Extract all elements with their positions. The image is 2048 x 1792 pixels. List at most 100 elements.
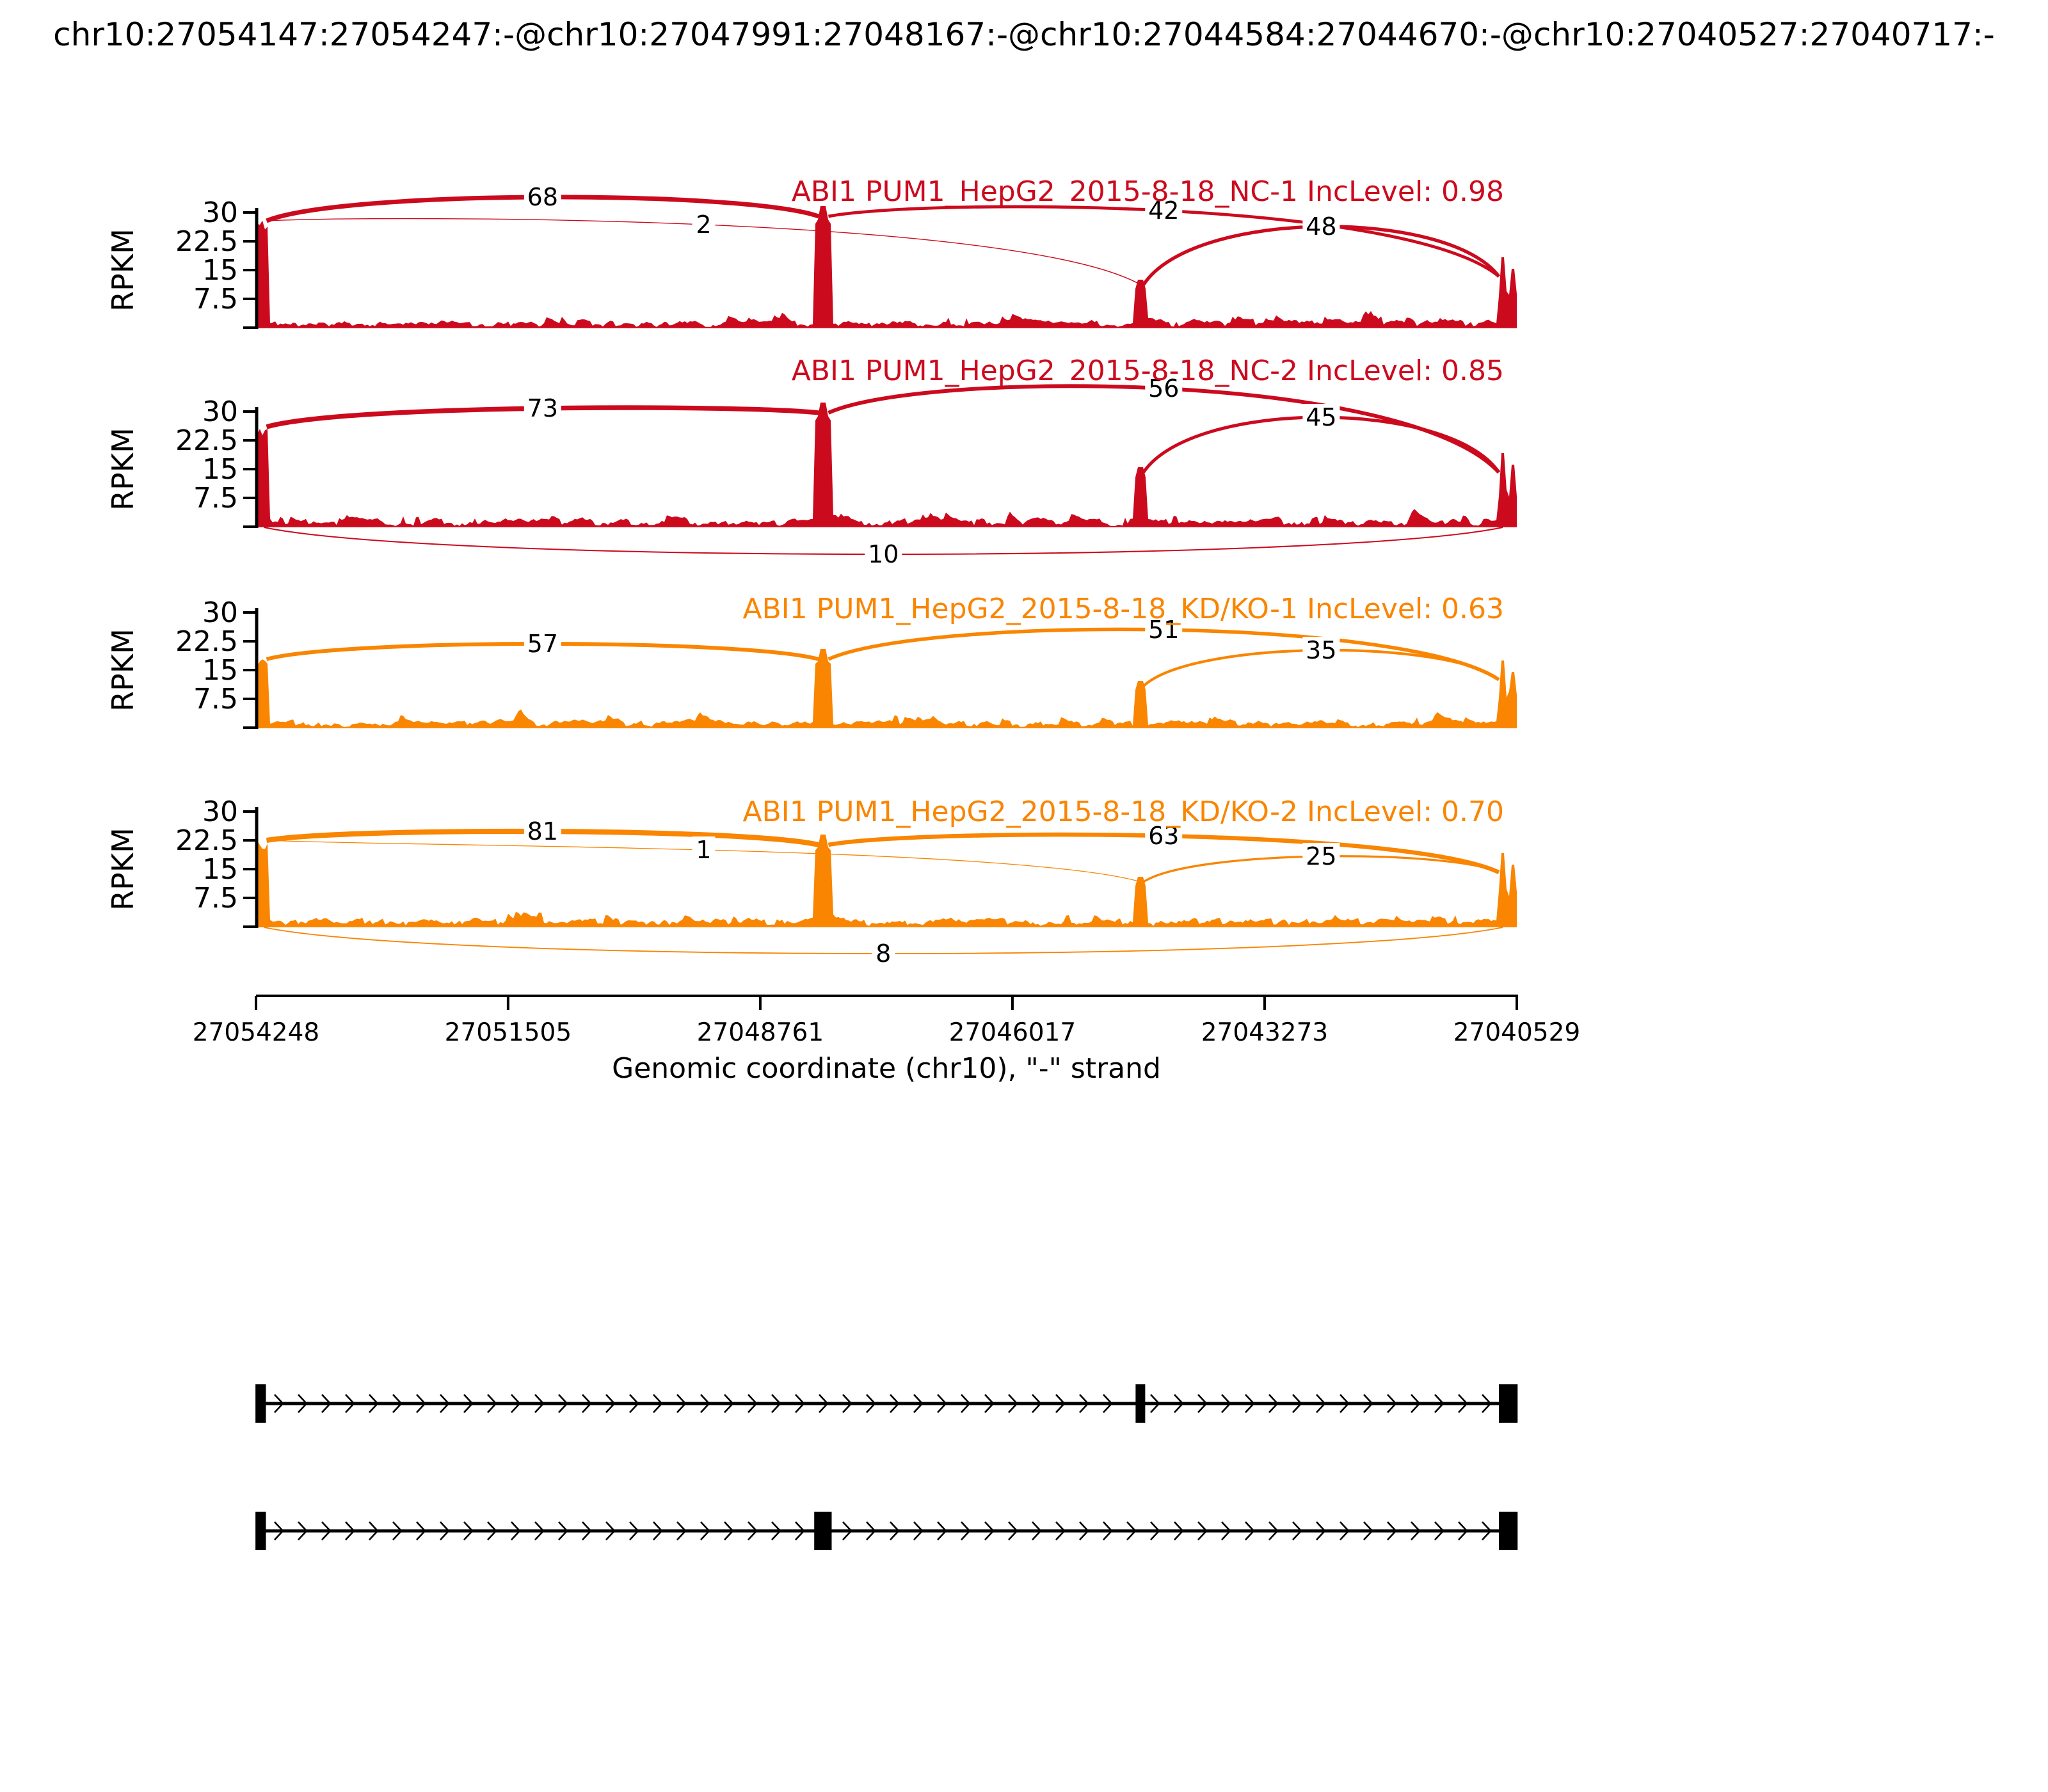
strand-arrow-icon [345,1394,355,1413]
y-tick-label: 7.5 [193,882,238,915]
y-tick-label: 22.5 [175,625,238,658]
y-tick-label: 15 [202,453,238,486]
junction-count-label: 45 [1306,403,1336,431]
coverage-baseline [257,925,1517,927]
strand-arrow-icon [1458,1394,1468,1413]
strand-arrow-icon [1316,1394,1326,1413]
strand-arrow-icon [1387,1521,1397,1540]
strand-arrow-icon [1126,1521,1137,1540]
transcript-model-2 [255,1512,1518,1550]
strand-arrow-icon [1292,1394,1302,1413]
x-axis: 27054248 27051505 27048761 27046017 27043273… [193,995,1580,1085]
strand-arrow-icon [1150,1521,1160,1540]
strand-arrow-icon [771,1521,781,1540]
junction-count-label: 8 [876,940,891,968]
strand-arrow-icon [1197,1521,1208,1540]
strand-arrow-icon [1268,1394,1279,1413]
exon-block [1135,1384,1146,1423]
junction-count-label: 57 [527,630,558,658]
junction-count-bg [872,940,895,967]
strand-arrow-icon [1411,1394,1421,1413]
strand-arrow-icon [1032,1394,1042,1413]
strand-arrow-icon [700,1521,710,1540]
strand-arrow-icon [369,1521,379,1540]
strand-arrow-icon [511,1521,521,1540]
strand-arrow-icon [771,1394,781,1413]
y-axis-label: RPKM [106,828,140,911]
strand-arrow-icon [1245,1394,1255,1413]
strand-arrow-icon [1008,1394,1018,1413]
junction-count-bg [524,395,561,422]
strand-arrow-icon [866,1521,876,1540]
strand-arrow-icon [440,1521,450,1540]
exon-block [1499,1512,1518,1550]
junction-count-bg [692,836,716,863]
junction-count-bg [524,630,561,657]
strand-arrow-icon [558,1394,568,1413]
junction-count-label: 73 [527,394,558,422]
junction-count-label: 2 [696,211,711,239]
y-axis-label: RPKM [106,628,140,712]
junction-count-bg [524,184,561,211]
strand-arrow-icon [913,1521,924,1540]
y-tick-label: 22.5 [175,225,238,258]
strand-arrow-icon [1197,1394,1208,1413]
strand-arrow-icon [1221,1394,1231,1413]
strand-arrow-icon [1268,1521,1279,1540]
exon-block [814,1512,832,1550]
junction-count-label: 51 [1148,616,1179,644]
strand-arrow-icon [795,1521,805,1540]
exon-block [255,1384,266,1423]
y-tick-label: 15 [202,654,238,687]
strand-arrow-icon [321,1521,332,1540]
y-tick-label: 7.5 [193,683,238,716]
strand-arrow-icon [392,1521,403,1540]
junction-count-bg [1145,822,1183,849]
strand-arrow-icon [1340,1394,1350,1413]
junction-count-label: 56 [1148,374,1179,403]
x-tick-label: 27043273 [1201,1018,1329,1047]
junction-count-bg [1145,616,1183,643]
track-title: ABI1 PUM1_HepG2_2015-8-18_KD/KO-2 IncLev… [742,796,1504,828]
strand-arrow-icon [984,1394,995,1413]
junction-count-label: 81 [527,817,558,845]
strand-arrow-icon [1434,1394,1444,1413]
strand-arrow-icon [463,1521,474,1540]
strand-arrow-icon [890,1521,900,1540]
strand-arrow-icon [1055,1394,1066,1413]
x-tick-label: 27048761 [697,1018,824,1047]
x-axis-label: Genomic coordinate (chr10), "-" strand [612,1052,1161,1085]
y-tick-label: 30 [202,196,238,229]
exon-block [255,1512,266,1550]
strand-arrow-icon [700,1394,710,1413]
strand-arrow-icon [984,1521,995,1540]
strand-arrow-icon [890,1394,900,1413]
strand-arrow-icon [392,1394,403,1413]
strand-arrow-icon [629,1521,639,1540]
strand-arrow-icon [582,1394,592,1413]
junction-count-bg [1302,213,1340,240]
strand-arrow-icon [1032,1521,1042,1540]
strand-arrow-icon [440,1394,450,1413]
transcript-model-1 [255,1384,1518,1423]
strand-arrow-icon [582,1521,592,1540]
junction-count-bg [1145,375,1183,402]
strand-arrow-icon [724,1521,734,1540]
track-title: ABI1 PUM1_HepG2_2015-8-18_NC-2 IncLevel:… [792,355,1504,387]
strand-arrow-icon [298,1394,308,1413]
strand-arrow-icon [345,1521,355,1540]
strand-arrow-icon [298,1521,308,1540]
y-axis-label: RPKM [106,428,140,511]
strand-arrow-icon [321,1394,332,1413]
coverage-baseline [257,726,1517,728]
strand-arrow-icon [1103,1521,1113,1540]
strand-arrow-icon [274,1521,284,1540]
strand-arrow-icon [1055,1521,1066,1540]
y-tick-label: 22.5 [175,824,238,857]
strand-arrow-icon [937,1394,947,1413]
y-tick-label: 7.5 [193,283,238,316]
strand-arrow-icon [1434,1521,1444,1540]
strand-arrow-icon [1221,1521,1231,1540]
